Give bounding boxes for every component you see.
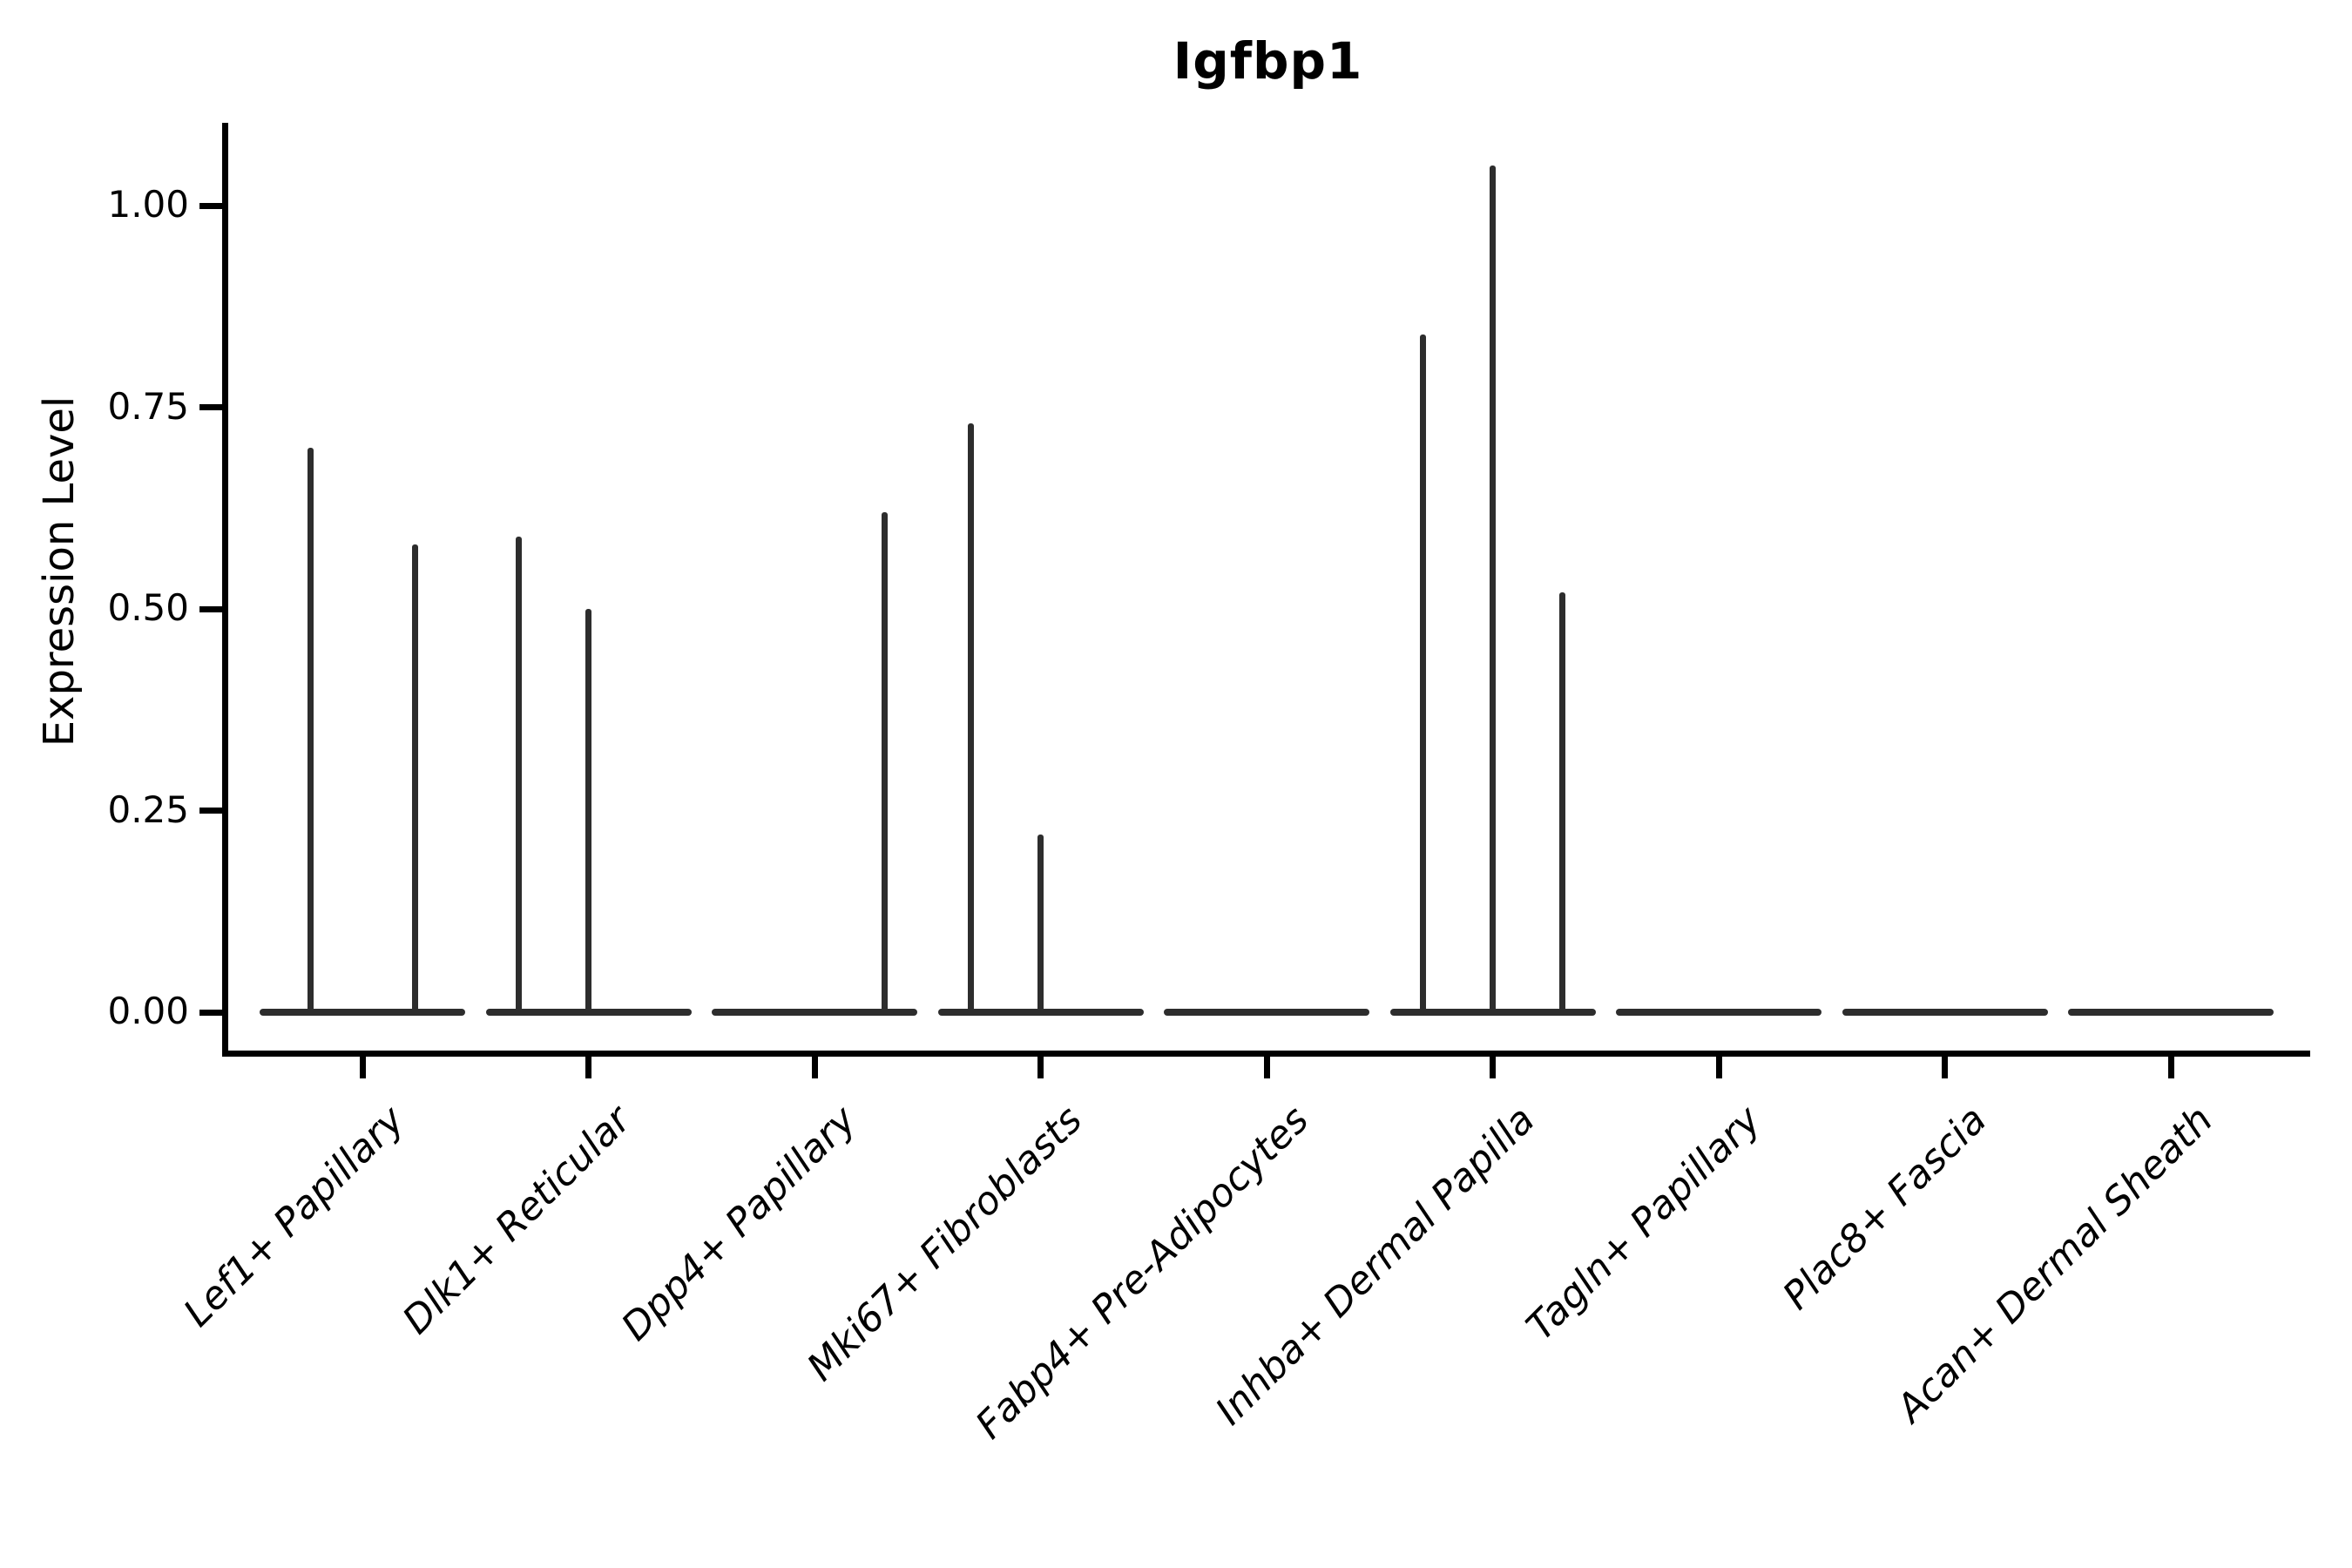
violin-baseline (1616, 1009, 1821, 1016)
violin-spike (1559, 592, 1565, 1016)
y-axis-spine (222, 123, 228, 1057)
violin-baseline (2068, 1009, 2274, 1016)
violin-spike (411, 544, 418, 1016)
violin-spike (1037, 835, 1044, 1016)
chart-title: Igfbp1 (1173, 31, 1363, 91)
x-tick-label: Tagln+ Papillary (1517, 1098, 1770, 1349)
violin-spike (881, 511, 888, 1016)
x-tick-label: Dlk1+ Reticular (394, 1098, 639, 1343)
y-tick-label: 1.00 (107, 183, 189, 226)
y-tick-mark (199, 808, 222, 814)
violin-spike (307, 447, 314, 1016)
y-tick-label: 0.00 (107, 990, 189, 1032)
y-tick-mark (199, 404, 222, 410)
violin-baseline (712, 1009, 917, 1016)
y-tick-label: 0.50 (107, 586, 189, 629)
y-tick-mark (199, 202, 222, 209)
x-tick-mark (2167, 1057, 2174, 1078)
violin-spike (968, 423, 974, 1016)
x-tick-mark (1263, 1057, 1270, 1078)
x-tick-label: Lef1+ Papillary (175, 1098, 414, 1336)
x-tick-mark (1037, 1057, 1044, 1078)
x-tick-mark (811, 1057, 818, 1078)
x-tick-mark (1942, 1057, 1948, 1078)
y-tick-label: 0.25 (107, 787, 189, 831)
y-tick-label: 0.75 (107, 384, 189, 428)
x-tick-mark (1715, 1057, 1722, 1078)
x-tick-mark (585, 1057, 591, 1078)
violin-spike (1420, 335, 1426, 1016)
violin-baseline (260, 1009, 465, 1016)
violin-baseline (1842, 1009, 2048, 1016)
x-axis-spine (222, 1051, 2310, 1057)
y-tick-mark (199, 1009, 222, 1016)
x-tick-mark (1490, 1057, 1496, 1078)
violin-spike (585, 609, 591, 1016)
x-tick-label: Plac8+ Fascia (1774, 1098, 1996, 1319)
violin-spike (1490, 165, 1496, 1016)
x-tick-mark (359, 1057, 366, 1078)
y-tick-mark (199, 605, 222, 612)
violin-spike (516, 536, 522, 1016)
y-axis-label: Expression Level (35, 395, 84, 747)
violin-baseline (1164, 1009, 1369, 1016)
x-tick-label: Dpp4+ Papillary (613, 1098, 866, 1350)
